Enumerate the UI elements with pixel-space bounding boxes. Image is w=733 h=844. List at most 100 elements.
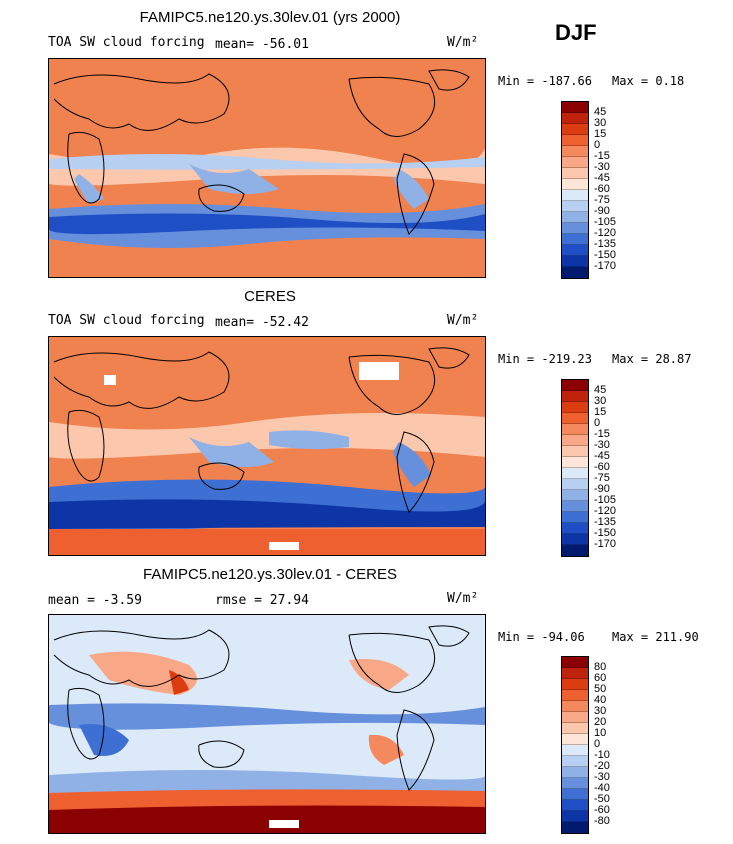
panel-3-units-label: W/m² [447, 591, 479, 606]
colorbar-cell [562, 391, 588, 402]
panel-2-min-label: Min = -219.23 [498, 352, 592, 366]
colorbar-tick-label: -30 [594, 161, 610, 173]
colorbar-tick-label: 45 [594, 106, 607, 118]
map-2-maritime-continent [189, 437, 274, 467]
colorbar-tick-label: -45 [594, 450, 610, 462]
colorbar-tick-label: 50 [594, 683, 607, 695]
map-1-africa-convection [74, 174, 104, 204]
colorbar-tick-label: 10 [594, 727, 607, 739]
panel-1-units-label: W/m² [447, 35, 479, 50]
colorbar-cell [562, 811, 588, 822]
map-1-south-america-convection [394, 169, 429, 209]
colorbar-tick-label: -90 [594, 483, 610, 495]
map-2-missing-data-2 [359, 362, 399, 380]
map-2-southern-ocean-core [49, 499, 485, 529]
colorbar-cell [562, 501, 588, 512]
map-2-tropics-band [49, 413, 485, 459]
map-3-na-positive [349, 659, 409, 690]
colorbar-cell [562, 146, 588, 157]
colorbar-tick-label: -80 [594, 815, 610, 827]
colorbar-tick-label: -75 [594, 194, 610, 206]
colorbar-cell [562, 800, 588, 811]
map-2-antarctica [49, 529, 485, 555]
colorbar-cell [562, 822, 588, 833]
colorbar-cell [562, 223, 588, 234]
colorbar-cell [562, 424, 588, 435]
panel-1-title: FAMIPC5.ne120.ys.30lev.01 (yrs 2000) [139, 9, 401, 26]
panel-2-mean-label: mean= -52.42 [215, 315, 309, 330]
colorbar-cell [562, 135, 588, 146]
map-1-maritime-continent [189, 164, 279, 194]
colorbar-tick-label: 30 [594, 117, 607, 129]
colorbar-tick-label: -30 [594, 771, 610, 783]
colorbar-cell [562, 179, 588, 190]
colorbar-cell [562, 534, 588, 545]
colorbar-cell [562, 446, 588, 457]
colorbar-cell [562, 124, 588, 135]
colorbar-cell [562, 435, 588, 446]
map-3-southern-negative [49, 770, 485, 795]
colorbar-cell [562, 201, 588, 212]
colorbar-cell [562, 668, 588, 679]
colorbar-cell [562, 457, 588, 468]
colorbar-tick-label: -105 [594, 216, 617, 228]
colorbar-tick-label: -90 [594, 205, 610, 217]
panel-2-max-label: Max = 28.87 [612, 352, 692, 366]
colorbar-cell [562, 690, 588, 701]
colorbar-cell [562, 490, 588, 501]
colorbar-cell [562, 402, 588, 413]
colorbar-cell [562, 113, 588, 124]
colorbar-tick-label: -120 [594, 227, 617, 239]
colorbar-tick-label: -170 [594, 538, 617, 550]
colorbar-cell [562, 778, 588, 789]
colorbar-tick-label: -150 [594, 249, 617, 261]
panel-2-title: CERES [244, 288, 296, 305]
colorbar-tick-label: 30 [594, 705, 607, 717]
map-3-antarctic-core [49, 805, 485, 833]
map-1-itcz-band [49, 154, 485, 170]
map-1-coastlines [53, 69, 470, 235]
colorbar-tick-label: -20 [594, 760, 610, 772]
colorbar-tick-label: -45 [594, 172, 610, 184]
panel-3-rmse-label: rmse = 27.94 [215, 593, 309, 608]
colorbar-tick-label: -135 [594, 238, 617, 250]
colorbar-cell [562, 523, 588, 534]
colorbar-cell [562, 479, 588, 490]
colorbar-tick-label: 45 [594, 384, 607, 396]
colorbar-tick-label: 0 [594, 738, 601, 750]
colorbar-cell [562, 756, 588, 767]
colorbar-cell [562, 267, 588, 278]
panel-1-variable-label: TOA SW cloud forcing [48, 35, 205, 50]
colorbar-cell [562, 468, 588, 479]
colorbar-cell [562, 157, 588, 168]
colorbar-tick-label: 20 [594, 716, 607, 728]
colorbar-tick-label: -10 [594, 749, 610, 761]
panel-2-units-label: W/m² [447, 313, 479, 328]
colorbar-tick-label: -105 [594, 494, 617, 506]
colorbar-cell [562, 789, 588, 800]
map-1-southern-ocean-core [49, 213, 485, 235]
panel-3-map-field [49, 615, 485, 833]
colorbar-cell [562, 413, 588, 424]
colorbar-cell [562, 701, 588, 712]
panel-3-map [48, 614, 486, 834]
panel-1-colorbar [561, 101, 589, 279]
colorbar-cell [562, 745, 588, 756]
map-3-china-positive [169, 670, 189, 695]
map-3-missing-data [269, 820, 299, 828]
map-3-tropical-negative [49, 703, 485, 730]
map-2-itcz-patch [269, 430, 349, 450]
colorbar-cell [562, 679, 588, 690]
colorbar-cell [562, 102, 588, 113]
colorbar-cell [562, 767, 588, 778]
colorbar-cell [562, 380, 588, 391]
colorbar-tick-label: -30 [594, 439, 610, 451]
colorbar-cell [562, 256, 588, 267]
colorbar-cell [562, 245, 588, 256]
colorbar-tick-label: 0 [594, 417, 601, 429]
colorbar-tick-label: 0 [594, 139, 601, 151]
colorbar-tick-label: -120 [594, 505, 617, 517]
panel-1-map-field [49, 59, 485, 277]
colorbar-cell [562, 545, 588, 556]
map-2-south-america-convection [393, 442, 431, 487]
